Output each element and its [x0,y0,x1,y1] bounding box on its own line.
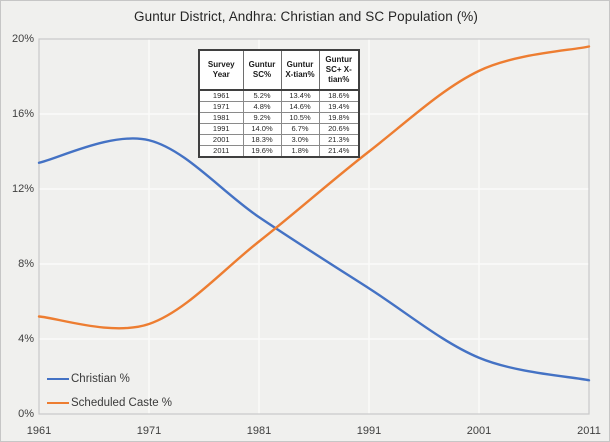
y-axis-label: 12% [11,183,34,195]
table-cell: 5.2% [242,89,282,102]
y-axis-label: 8% [18,258,34,270]
table-cell: 14.6% [280,101,320,113]
table-row: 1961 5.2% 13.4% 18.6% [198,89,360,102]
table-row: 2001 18.3% 3.0% 21.3% [198,134,360,146]
y-axis-label: 4% [18,333,34,345]
legend-line-swatch-christian [47,378,69,380]
table-cell: 9.2% [242,112,282,124]
x-axis-label: 1981 [246,425,272,437]
y-axis-label: 16% [11,108,34,120]
inset-table-wrap: Survey Year Guntur SC% Guntur X-tian% Guntu… [198,49,360,158]
x-axis-label: 1971 [136,425,162,437]
table-cell: 19.4% [318,101,360,113]
table-row: 1981 9.2% 10.5% 19.8% [198,112,360,124]
table-cell: 4.8% [242,101,282,113]
table-cell: 1.8% [280,145,320,158]
table-cell: 1991 [198,123,244,135]
legend-line-swatch-scheduled-caste [47,402,69,404]
legend-label: Scheduled Caste % [71,397,173,409]
table-cell: 13.4% [280,89,320,102]
table-cell: 14.0% [242,123,282,135]
table-cell: 3.0% [280,134,320,146]
x-axis-label: 2001 [466,425,492,437]
inset-table-header: Survey Year Guntur SC% Guntur X-tian% Guntu… [198,49,360,91]
table-row: 2011 19.6% 1.8% 21.4% [198,145,360,158]
series-line-christian [37,137,591,382]
x-axis-label: 2011 [577,425,601,437]
table-cell: 1971 [198,101,244,113]
table-cell: 20.6% [318,123,360,135]
y-axis-label: 0% [18,408,34,420]
table-header-cell: Survey Year [198,49,244,91]
legend-label: Christian % [71,373,130,385]
inset-table-body: 1961 5.2% 13.4% 18.6% 1971 4.8% 14.6% 19.4% 1981… [198,89,360,158]
table-cell: 6.7% [280,123,320,135]
table-row: 1991 14.0% 6.7% 20.6% [198,123,360,135]
legend-item-christian: Christian % [47,372,172,386]
legend-item-scheduled-caste: Scheduled Caste % [47,396,172,410]
table-cell: 21.3% [318,134,360,146]
legend: Christian % Scheduled Caste % [47,372,172,410]
table-cell: 10.5% [280,112,320,124]
table-header-cell: Guntur X-tian% [280,49,320,91]
table-cell: 2001 [198,134,244,146]
table-cell: 1961 [198,89,244,102]
table-cell: 19.8% [318,112,360,124]
table-cell: 1981 [198,112,244,124]
table-cell: 21.4% [318,145,360,158]
y-axis-label: 20% [11,33,34,45]
table-header-cell: Guntur SC+ X-tian% [318,49,360,91]
table-cell: 2011 [198,145,244,158]
table-row: 1971 4.8% 14.6% 19.4% [198,101,360,113]
x-axis-label: 1991 [356,425,382,437]
table-cell: 18.6% [318,89,360,102]
chart-title: Guntur District, Andhra: Christian and S… [133,9,478,24]
series-line-scheduled-caste [37,45,591,330]
x-axis-label: 1961 [26,425,52,437]
table-cell: 19.6% [242,145,282,158]
table-header-cell: Guntur SC% [242,49,282,91]
table-cell: 18.3% [242,134,282,146]
inset-data-table: Survey Year Guntur SC% Guntur X-tian% Guntu… [198,49,360,158]
